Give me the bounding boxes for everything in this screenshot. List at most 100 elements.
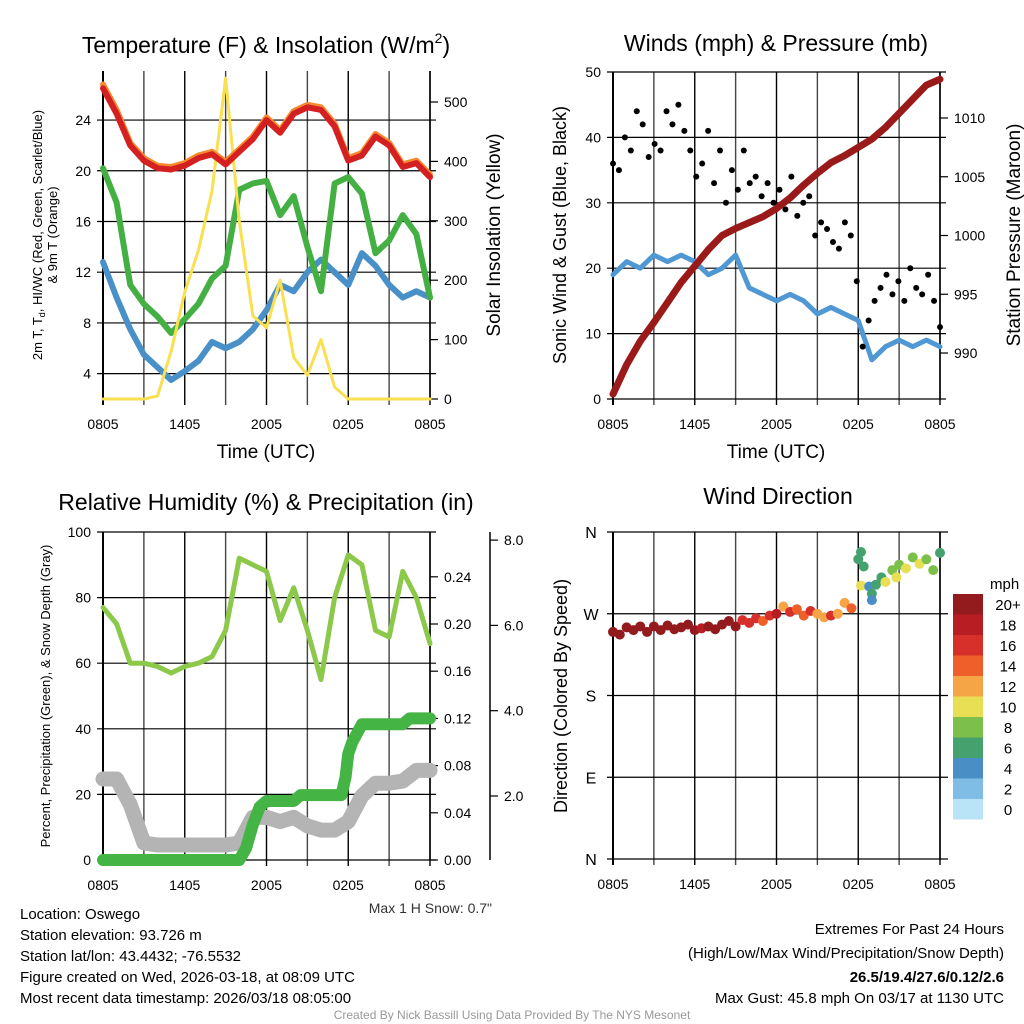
wind-direction-point	[642, 626, 653, 637]
y-tick-label: 0	[593, 391, 601, 407]
gust-point	[865, 317, 872, 324]
gust-point	[901, 297, 908, 304]
wind-direction-title: Wind Direction	[703, 483, 853, 509]
wind-direction-point	[791, 604, 802, 615]
legend-label: 8	[1004, 720, 1012, 737]
gust-point	[675, 101, 682, 108]
gust-point	[806, 193, 813, 200]
extremes-title: Extremes For Past 24 Hours	[815, 921, 1004, 938]
precip-axis-tick-label: 0.00	[444, 852, 471, 868]
gust-point	[615, 167, 622, 174]
time-tick-label: 2005	[251, 877, 282, 893]
time-tick-label: 0805	[87, 877, 118, 893]
pressure-axis-tick-label: 1000	[954, 228, 985, 244]
wind-direction-point	[935, 547, 945, 558]
legend-swatch	[953, 614, 983, 635]
pressure-axis-tick-label: 990	[954, 345, 978, 361]
time-tick-label: 0805	[597, 416, 628, 432]
legend-label: 20+	[995, 597, 1021, 614]
direction-tick-label: S	[586, 689, 597, 706]
temperature-ylabel: 2m T, Td, HI/WC (Red, Green, Scarlet/Blu…	[30, 110, 47, 360]
legend-label: 10	[1000, 700, 1017, 717]
gust-point	[794, 212, 801, 219]
y-tick-label: 10	[585, 326, 601, 342]
gust-point	[782, 206, 789, 213]
gust-point	[722, 199, 729, 206]
gust-point	[847, 232, 854, 239]
gust-point	[746, 180, 753, 187]
wind-direction-point	[778, 601, 789, 612]
wind-direction-point	[928, 565, 939, 576]
gust-point	[657, 147, 664, 154]
legend-label: 18	[1000, 618, 1017, 635]
time-tick-label: 1405	[169, 877, 200, 893]
created-time: Figure created on Wed, 2026-03-18, at 08…	[20, 969, 355, 986]
pressure-ylabel: Station Pressure (Maroon)	[1004, 124, 1024, 347]
gust-point	[853, 278, 860, 285]
time-tick-label: 2005	[251, 416, 282, 432]
max-gust: Max Gust: 45.8 mph On 03/17 at 1130 UTC	[715, 990, 1004, 1007]
y-tick-label: 80	[75, 590, 91, 606]
precip-axis-tick-label: 0.20	[444, 616, 471, 632]
gust-point	[711, 180, 718, 187]
gust-point	[818, 219, 825, 226]
wind-direction-point	[870, 579, 881, 590]
gust-point	[621, 134, 628, 141]
y-tick-label: 100	[68, 524, 92, 540]
solar-axis-tick-label: 400	[444, 153, 468, 169]
time-tick-label: 0805	[924, 416, 955, 432]
gust-point	[889, 291, 896, 298]
wind-direction-point	[855, 580, 866, 591]
gust-point	[788, 173, 795, 180]
precip-axis-tick-label: 0.24	[444, 569, 471, 585]
wind-direction-point	[846, 603, 857, 614]
legend-swatch	[953, 696, 983, 717]
wind-direction-point	[866, 595, 877, 606]
time-tick-label: 0205	[333, 877, 364, 893]
gust-point	[776, 186, 783, 193]
solar-axis-tick-label: 500	[444, 94, 468, 110]
solar-axis-tick-label: 100	[444, 332, 468, 348]
snow-axis-tick-label: 4.0	[504, 703, 524, 719]
gust-point	[693, 173, 700, 180]
max-snow-note: Max 1 H Snow: 0.7"	[369, 900, 492, 916]
precip-axis-tick-label: 0.04	[444, 805, 471, 821]
y-tick-label: 50	[585, 64, 601, 80]
gust-point	[651, 140, 658, 147]
pressure-line	[609, 75, 944, 398]
humidity-ylabel: Percent, Precipitation (Green), & Snow D…	[38, 545, 53, 848]
gust-point	[829, 239, 836, 246]
y-tick-label: 40	[75, 721, 91, 737]
y-tick-label: 0	[83, 852, 91, 868]
wind-direction-point	[880, 576, 891, 587]
wind-direction-point	[757, 616, 768, 627]
gust-point	[919, 291, 926, 298]
gust-point	[717, 147, 724, 154]
temperature-title: Temperature (F) & Insolation (W/m2)	[82, 30, 450, 58]
wind-direction-point	[855, 546, 866, 557]
gust-point	[764, 180, 771, 187]
humidity-title: Relative Humidity (%) & Precipitation (i…	[58, 489, 473, 515]
wind-direction-point	[891, 572, 902, 583]
direction-tick-label: W	[583, 607, 599, 624]
y-tick-label: 12	[75, 264, 91, 280]
time-tick-label: 0805	[414, 416, 445, 432]
gust-point	[835, 245, 842, 252]
wind-direction-point	[635, 621, 646, 632]
wind-direction-point	[771, 608, 782, 619]
time-tick-label: 1405	[679, 876, 710, 892]
extremes-values: 26.5/19.4/27.6/0.12/2.6	[850, 969, 1004, 986]
winds-title: Winds (mph) & Pressure (mb)	[624, 30, 928, 56]
precip-axis-tick-label: 0.08	[444, 758, 471, 774]
pressure-axis-tick-label: 1005	[954, 169, 985, 185]
gust-point	[883, 271, 890, 278]
credit: Created By Nick Bassill Using Data Provi…	[334, 1008, 691, 1022]
legend-swatch	[953, 758, 983, 779]
gust-point	[627, 147, 634, 154]
lat-lon: Station lat/lon: 43.4432; -76.5532	[20, 948, 241, 965]
y-tick-label: 24	[75, 112, 91, 128]
gust-point	[734, 186, 741, 193]
time-tick-label: 0805	[597, 876, 628, 892]
snow-axis-tick-label: 2.0	[504, 788, 524, 804]
